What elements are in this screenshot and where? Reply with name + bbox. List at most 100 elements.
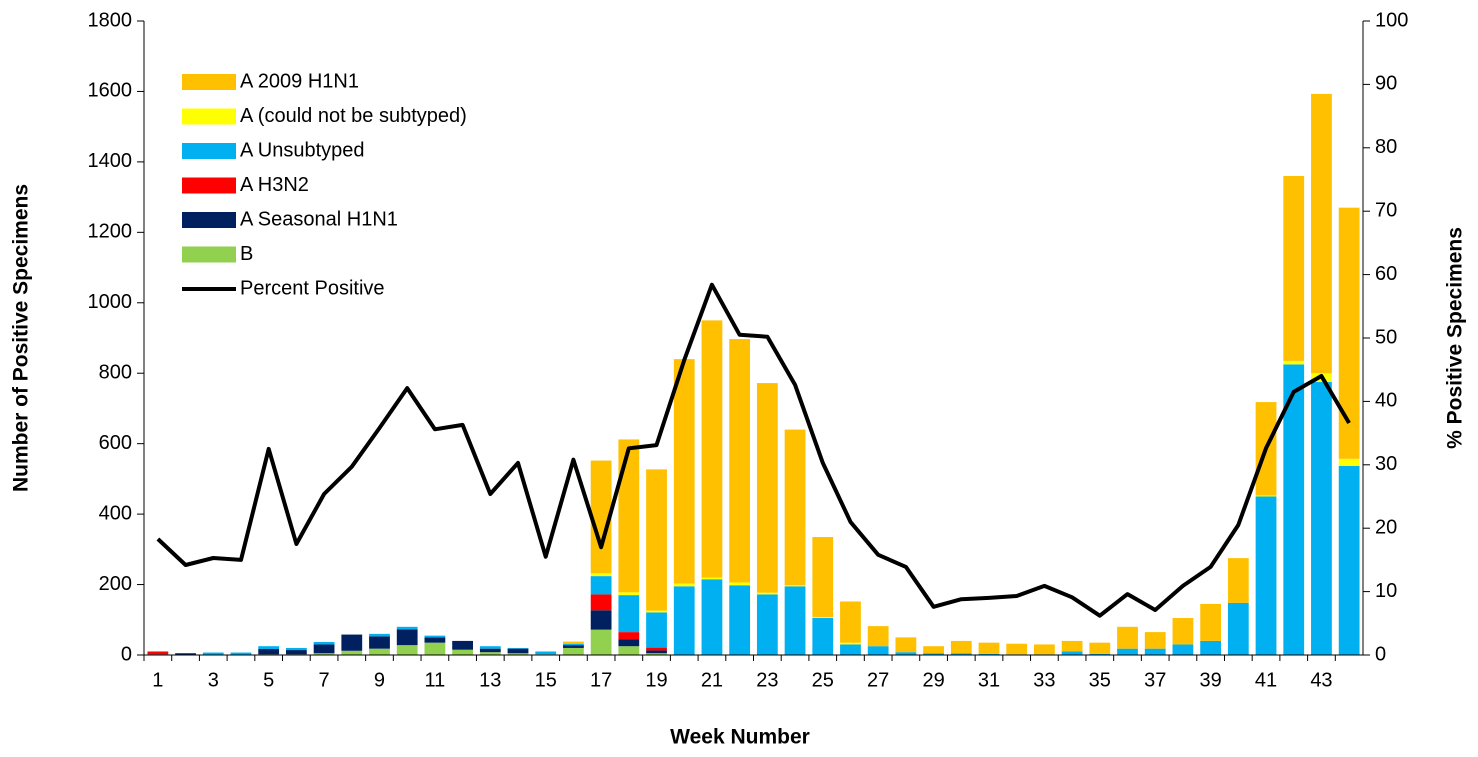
- bar-segment: [895, 637, 917, 653]
- bar-segment: [313, 653, 335, 655]
- y2-tick-label: 100: [1375, 9, 1408, 31]
- legend-label: A 2009 H1N1: [240, 70, 359, 92]
- y2-tick-label: 10: [1375, 580, 1397, 602]
- y-tick-label: 200: [99, 573, 132, 595]
- bar-segment: [535, 651, 557, 655]
- bar-segment: [396, 629, 418, 646]
- bar-segment: [978, 653, 1000, 655]
- x-tick-label: 11: [425, 669, 446, 691]
- x-tick-label: 5: [263, 669, 274, 691]
- bar-segment: [1200, 640, 1222, 655]
- bar-segment: [285, 650, 307, 655]
- bar-segment: [313, 644, 335, 654]
- x-tick-label: 25: [812, 669, 834, 691]
- x-tick-label: 41: [1255, 669, 1277, 691]
- legend-label: Percent Positive: [240, 277, 385, 299]
- bar-segment: [618, 639, 640, 647]
- bar-segment: [701, 579, 723, 655]
- bar-segment: [563, 645, 584, 648]
- bar-segment: [590, 629, 612, 655]
- bar-segment: [1255, 496, 1277, 655]
- bar-segment: [258, 646, 280, 650]
- bar-segment: [507, 648, 529, 654]
- bar-segment: [1172, 618, 1194, 645]
- bar-segment: [424, 642, 446, 655]
- legend-label: A Seasonal H1N1: [240, 208, 398, 230]
- bar-segment: [341, 634, 363, 651]
- bar-segment: [590, 576, 612, 595]
- bar-segment: [646, 650, 667, 654]
- x-tick-label: 35: [1089, 669, 1111, 691]
- y2-tick-label: 80: [1375, 136, 1397, 158]
- bar-segment: [812, 616, 834, 619]
- y-tick-label: 400: [99, 502, 132, 524]
- x-tick-label: 1: [152, 669, 163, 691]
- y2-tick-label: 90: [1375, 73, 1397, 95]
- bar-segment: [1283, 175, 1305, 361]
- bar-segment: [369, 633, 390, 637]
- bar-segment: [618, 595, 640, 633]
- legend-swatch: [182, 74, 236, 90]
- y2-tick-label: 50: [1375, 326, 1397, 348]
- bar-segment: [1172, 644, 1194, 655]
- bar-segment: [812, 537, 834, 617]
- bar-segment: [646, 610, 667, 613]
- bar-segment: [175, 653, 196, 655]
- bar-segment: [590, 460, 612, 574]
- y2-tick-label: 30: [1375, 453, 1397, 475]
- bar-segment: [784, 586, 806, 655]
- bar-segment: [285, 647, 307, 651]
- bar-segment: [923, 653, 944, 655]
- x-tick-label: 33: [1033, 669, 1055, 691]
- y-tick-label: 800: [99, 362, 132, 384]
- bar-segment: [230, 652, 252, 655]
- x-tick-label: 37: [1144, 669, 1166, 691]
- x-tick-label: 29: [922, 669, 944, 691]
- x-tick-label: 13: [479, 669, 501, 691]
- bar-segment: [507, 653, 529, 655]
- bar-segment: [452, 649, 473, 655]
- bar-segment: [1255, 495, 1277, 497]
- x-tick-label: 19: [645, 669, 667, 691]
- bar-segment: [756, 383, 778, 593]
- bar-segment: [202, 652, 224, 655]
- bar-segment: [1089, 653, 1111, 655]
- bar-segment: [950, 640, 972, 654]
- bar-segment: [479, 652, 501, 655]
- bar-segment: [978, 642, 1000, 654]
- bar-segment: [673, 583, 695, 587]
- bar-segment: [1144, 632, 1166, 649]
- bar-segment: [590, 594, 612, 611]
- bar-segment: [369, 648, 390, 655]
- bar-segment: [812, 618, 834, 655]
- y2-tick-label: 60: [1375, 263, 1397, 285]
- bar-segment: [1200, 603, 1222, 641]
- legend-swatch: [182, 143, 236, 159]
- legend-swatch: [182, 212, 236, 228]
- bar-segment: [590, 610, 612, 630]
- bar-segment: [729, 585, 751, 655]
- bar-segment: [1144, 648, 1166, 655]
- bar-segment: [618, 592, 640, 596]
- legend-label: B: [240, 243, 253, 265]
- bar-segment: [479, 648, 501, 653]
- legend-label: A (could not be subtyped): [240, 105, 467, 127]
- bar-segment: [1061, 651, 1083, 655]
- bar-segment: [646, 469, 667, 611]
- bar-segment: [867, 646, 889, 655]
- bar-segment: [950, 653, 972, 655]
- bar-segment: [424, 637, 446, 643]
- bar-segment: [895, 652, 917, 655]
- bar-segment: [258, 649, 280, 655]
- bar-segment: [1338, 458, 1360, 466]
- bar-segment: [1061, 640, 1083, 652]
- x-tick-label: 31: [978, 669, 1000, 691]
- y-tick-label: 1200: [88, 221, 133, 243]
- bar-segment: [618, 439, 640, 593]
- bar-segment: [923, 646, 944, 654]
- bar-segment: [147, 651, 169, 655]
- bar-segment: [756, 594, 778, 655]
- bar-segment: [673, 586, 695, 655]
- bar-segment: [507, 647, 529, 649]
